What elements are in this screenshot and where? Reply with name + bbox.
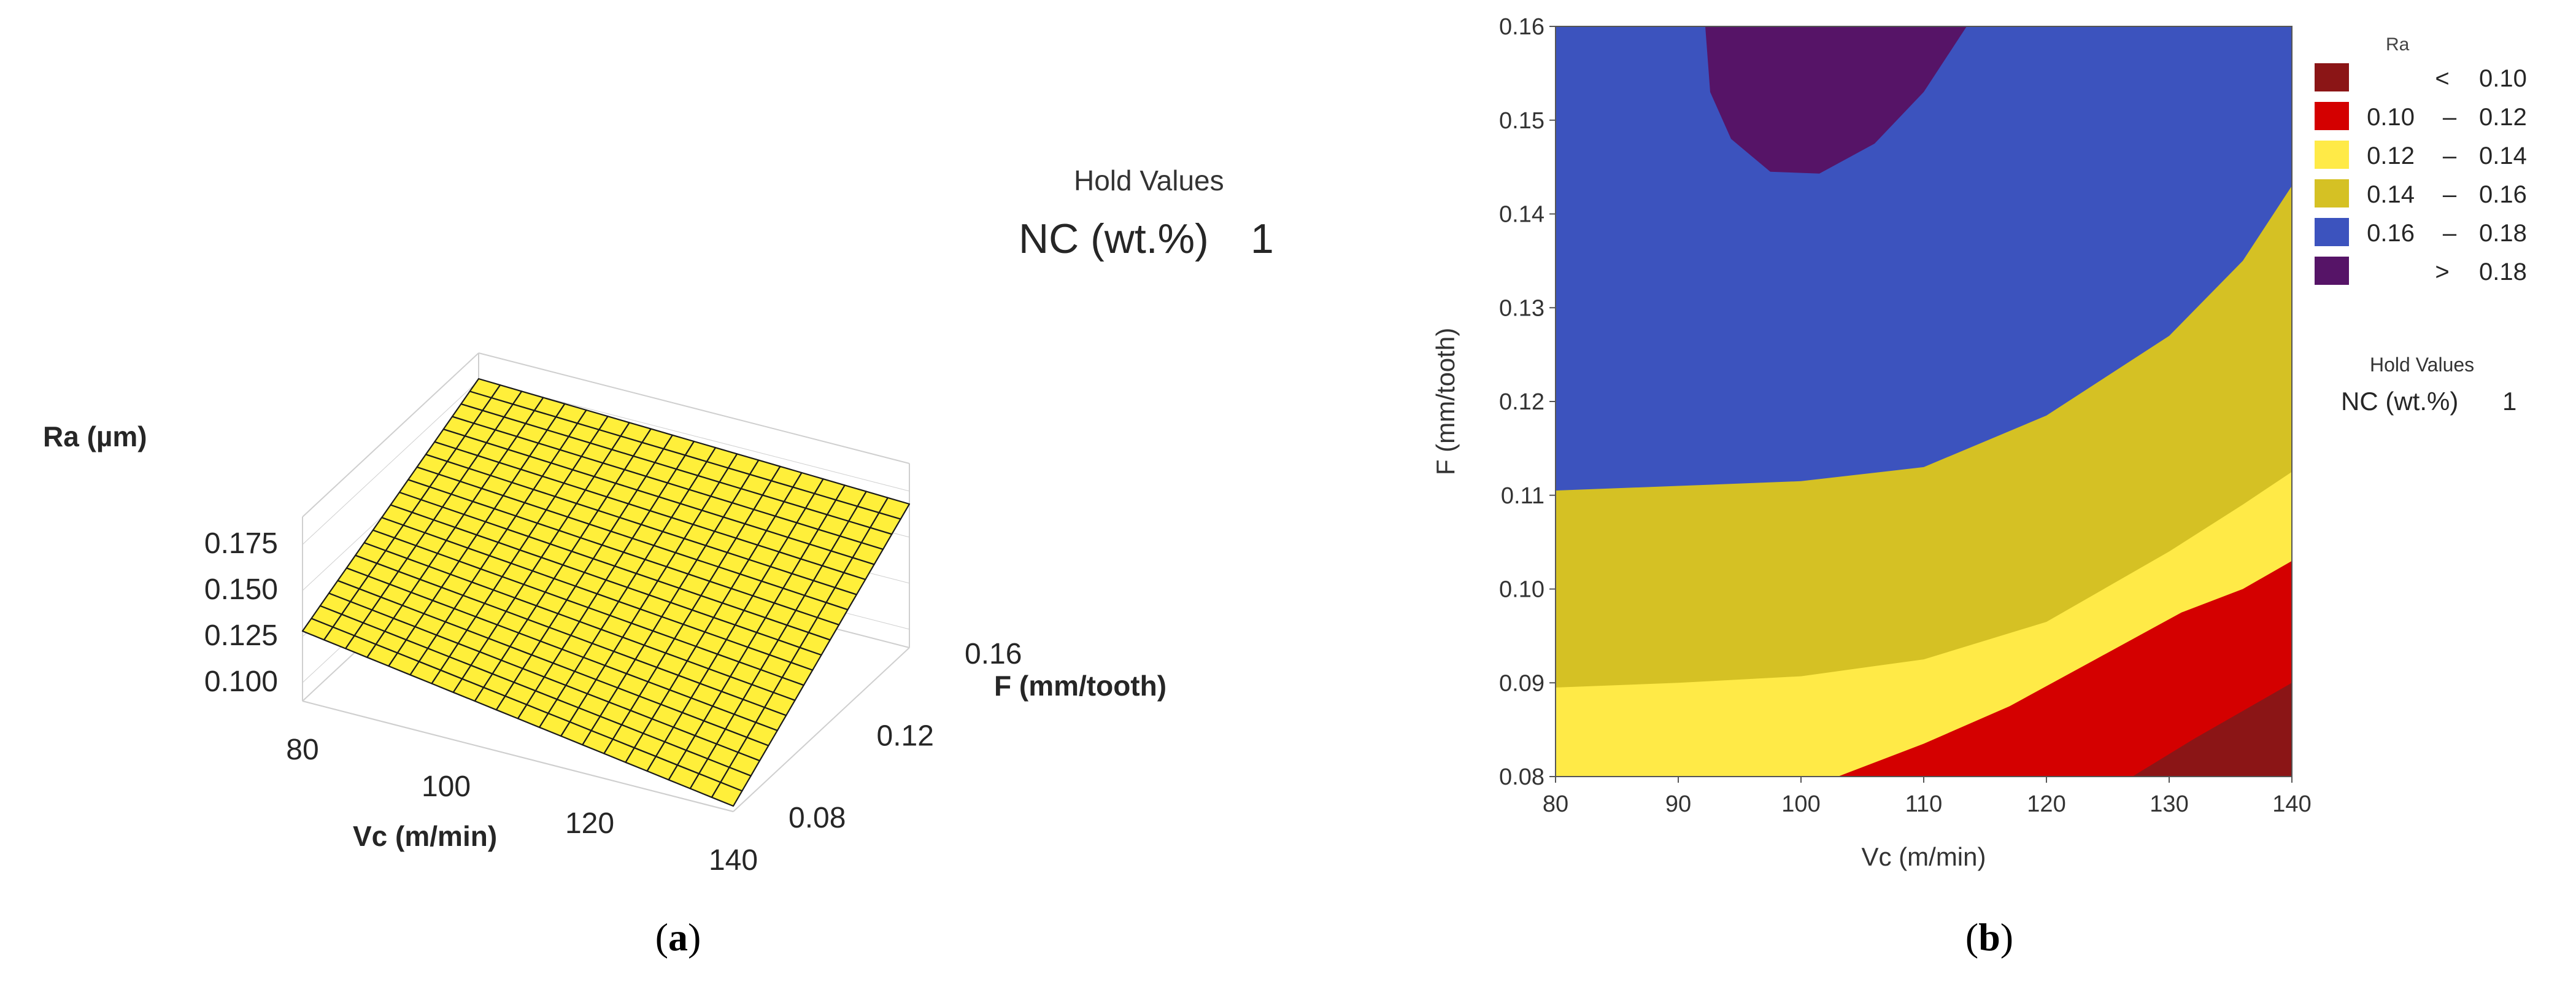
hold-values-b: Hold Values NC (wt.%) 1 bbox=[2341, 354, 2516, 416]
y-axis-label: F (mm/tooth) bbox=[994, 670, 1167, 702]
legend-symbol: – bbox=[2443, 104, 2457, 131]
legend-symbol: < bbox=[2435, 65, 2449, 92]
legend-low: 0.16 bbox=[2367, 220, 2415, 247]
legend-high: 0.18 bbox=[2479, 220, 2527, 247]
legend-swatch bbox=[2315, 141, 2349, 169]
legend-symbol: – bbox=[2443, 220, 2457, 247]
legend-low: 0.10 bbox=[2367, 104, 2415, 131]
legend-low: 0.14 bbox=[2367, 181, 2415, 208]
y-tick-label: 0.16 bbox=[1499, 14, 1544, 40]
legend-entry: <0.10 bbox=[2315, 63, 2527, 92]
legend-swatch bbox=[2315, 257, 2349, 285]
legend-symbol: > bbox=[2435, 258, 2449, 285]
caption-a: (a) bbox=[655, 915, 701, 959]
legend-entry: 0.10 –0.12 bbox=[2315, 102, 2527, 131]
y-tick-label: 0.12 bbox=[877, 720, 934, 753]
contour-legend: <0.100.10–0.120.12–0.140.14–0.160.16–0.1… bbox=[2315, 63, 2527, 285]
legend-symbol: – bbox=[2443, 181, 2457, 208]
legend-swatch bbox=[2315, 102, 2349, 130]
hold-values-value: 1 bbox=[1251, 215, 1274, 262]
legend-entry: 0.16 –0.18 bbox=[2315, 218, 2527, 247]
x-tick-label: 100 bbox=[422, 770, 471, 803]
x-tick-label: 120 bbox=[2027, 791, 2065, 817]
contour-regions bbox=[1556, 26, 2292, 777]
legend-high: 0.16 bbox=[2479, 181, 2527, 208]
legend-entry: 0.12 –0.14 bbox=[2315, 141, 2527, 169]
z-tick-label: 0.100 bbox=[204, 665, 278, 698]
hold-values-title: Hold Values bbox=[2370, 354, 2474, 376]
legend-entry: 0.14 –0.16 bbox=[2315, 179, 2527, 208]
legend-swatch bbox=[2315, 218, 2349, 246]
contour-plot-panel: 80 90 100 110 120 130 1400.080.090.100.110.120… bbox=[1431, 14, 2527, 959]
hold-values-a: Hold Values NC (wt.%) 1 bbox=[1019, 165, 1274, 262]
surface-cell bbox=[711, 781, 743, 807]
contour-tick-labels: 80 90 100 110 120 130 140 0.08 0.09 0.10 0.11 0.12 0… bbox=[1499, 14, 2312, 817]
x-tick-label: 140 bbox=[2272, 791, 2311, 817]
legend-high: 0.14 bbox=[2479, 142, 2527, 169]
y-tick-label: 0.15 bbox=[1499, 108, 1544, 134]
y-tick-label: 0.13 bbox=[1499, 295, 1544, 321]
y-tick-label: 0.11 bbox=[1501, 483, 1544, 509]
hold-values-label: NC (wt.%) bbox=[1019, 215, 1209, 262]
legend-swatch bbox=[2315, 63, 2349, 91]
contour-band-above-018 bbox=[1705, 26, 1967, 174]
y-tick-label: 0.16 bbox=[965, 638, 1022, 670]
y-tick-label: 0.12 bbox=[1499, 389, 1544, 415]
x-tick-label: 130 bbox=[2150, 791, 2188, 817]
x-tick-label: 90 bbox=[1665, 791, 1691, 817]
legend-high: 0.10 bbox=[2479, 65, 2527, 92]
surface-tick-labels: 0.100 0.125 0.150 0.175 80 100 120 140 0.08 0.12 0… bbox=[204, 527, 1022, 877]
z-axis-label: Ra (µm) bbox=[43, 421, 147, 452]
y-tick-label: 0.10 bbox=[1499, 577, 1544, 603]
legend-high: 0.18 bbox=[2479, 258, 2527, 285]
y-tick-label: 0.09 bbox=[1499, 670, 1544, 696]
response-surface bbox=[301, 378, 911, 807]
z-tick-label: 0.150 bbox=[204, 573, 278, 606]
legend-symbol: – bbox=[2443, 142, 2457, 169]
contour-band-010-012 bbox=[1838, 560, 2292, 777]
hold-values-title: Hold Values bbox=[1074, 165, 1224, 196]
x-tick-label: 110 bbox=[1905, 791, 1943, 817]
z-tick-label: 0.125 bbox=[204, 619, 278, 652]
surface-plot-panel: 0.100 0.125 0.150 0.175 80 100 120 140 0.08 0.12 0… bbox=[43, 165, 1274, 959]
x-tick-label: 100 bbox=[1781, 791, 1820, 817]
y-tick-label: 0.08 bbox=[789, 802, 846, 834]
x-axis-label: Vc (m/min) bbox=[1862, 842, 1986, 871]
x-axis-label: Vc (m/min) bbox=[353, 820, 497, 852]
legend-low: 0.12 bbox=[2367, 142, 2415, 169]
legend-entry: >0.18 bbox=[2315, 257, 2527, 285]
x-tick-label: 140 bbox=[709, 844, 758, 877]
y-tick-label: 0.08 bbox=[1499, 764, 1544, 790]
y-tick-label: 0.14 bbox=[1499, 202, 1544, 228]
legend-high: 0.12 bbox=[2479, 104, 2527, 131]
z-tick-label: 0.175 bbox=[204, 527, 278, 560]
legend-title: Ra bbox=[2386, 34, 2410, 55]
x-tick-label: 80 bbox=[286, 734, 318, 766]
caption-b: (b) bbox=[1965, 915, 2013, 959]
hold-values-label: NC (wt.%) bbox=[2341, 387, 2458, 416]
x-tick-label: 80 bbox=[1543, 791, 1568, 817]
hold-values-value: 1 bbox=[2502, 387, 2516, 416]
contour-band-below-010 bbox=[2132, 683, 2292, 777]
legend-swatch bbox=[2315, 179, 2349, 207]
x-tick-label: 120 bbox=[565, 807, 614, 840]
y-axis-label: F (mm/tooth) bbox=[1431, 328, 1460, 475]
